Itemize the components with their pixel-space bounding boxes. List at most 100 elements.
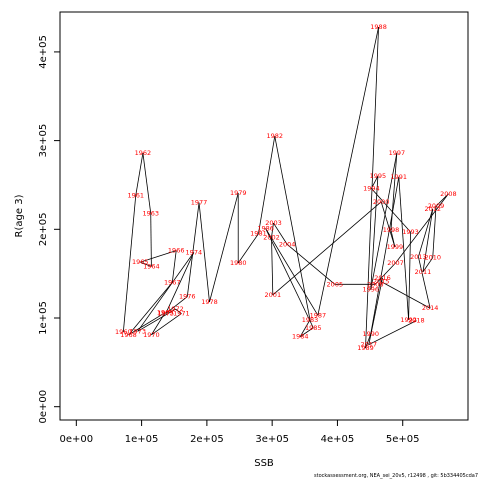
series-segment xyxy=(317,26,379,316)
year-label: 2014 xyxy=(422,304,439,312)
year-label: 1962 xyxy=(135,149,152,157)
series-segment xyxy=(422,208,434,272)
year-label: 2017 xyxy=(361,341,378,349)
series-segment xyxy=(365,333,372,349)
series-segment xyxy=(299,319,311,337)
series-segment xyxy=(368,320,417,345)
series-line xyxy=(122,26,449,349)
year-label: 1966 xyxy=(168,247,185,255)
series-segment xyxy=(371,175,379,189)
year-label: 2002 xyxy=(263,233,280,241)
year-label: 2010 xyxy=(424,254,441,262)
year-label: 1997 xyxy=(389,149,406,157)
series-segment xyxy=(408,231,411,320)
series-segment xyxy=(171,250,177,283)
x-tick-label: 4e+05 xyxy=(321,434,355,445)
y-tick-label: 4e+05 xyxy=(38,35,49,69)
footer-version-text: stockassessment.org, NEA_sei_20v5, r1249… xyxy=(314,473,478,479)
x-tick-label: 0e+00 xyxy=(60,434,94,445)
year-label: 1976 xyxy=(179,293,196,301)
year-label: 1994 xyxy=(363,185,380,193)
year-label: 1970 xyxy=(143,331,160,339)
series-segment xyxy=(271,237,274,295)
series-segment xyxy=(273,222,288,245)
series-segment xyxy=(390,152,398,231)
year-label: 1963 xyxy=(142,209,159,217)
x-axis-title: SSB xyxy=(254,458,274,469)
y-tick-label: 0e+00 xyxy=(38,390,49,424)
year-label: 2012 xyxy=(424,205,441,213)
year-label: 2004 xyxy=(279,240,296,248)
series-segment xyxy=(128,312,166,336)
year-label: 2003 xyxy=(265,219,282,227)
year-label: 1988 xyxy=(370,23,387,31)
year-label: 1978 xyxy=(201,298,218,306)
year-label: 1977 xyxy=(191,199,208,207)
year-label: 1999 xyxy=(387,243,404,251)
year-label: 1980 xyxy=(230,259,247,267)
series-segment xyxy=(137,308,176,332)
series-segment xyxy=(165,296,188,314)
series-segment xyxy=(198,202,210,303)
year-label: 2005 xyxy=(327,280,344,288)
series-segment xyxy=(370,176,400,335)
series-segment xyxy=(150,213,152,267)
y-tick-label: 3e+05 xyxy=(38,124,49,158)
y-tick-label: 1e+05 xyxy=(38,301,49,335)
year-label: 1961 xyxy=(127,192,144,200)
year-label: 1973 xyxy=(129,327,146,335)
year-label: 1971 xyxy=(173,310,190,318)
series-segment xyxy=(140,250,177,263)
year-label: 1987 xyxy=(310,311,327,319)
series-segment xyxy=(370,176,379,290)
year-label: 1981 xyxy=(250,230,267,238)
series-segment xyxy=(272,201,382,296)
year-label: 1967 xyxy=(164,279,181,287)
year-label: 2008 xyxy=(440,190,457,198)
year-label: 1960 xyxy=(115,328,132,336)
year-label: 1983 xyxy=(302,316,319,324)
series-segment xyxy=(135,152,144,196)
series-segment xyxy=(265,228,319,316)
x-axis: 0e+00 1e+05 2e+05 3e+05 4e+05 5e+05 xyxy=(60,419,420,445)
series-segment xyxy=(151,313,182,336)
series-segment xyxy=(271,223,274,238)
series-segment xyxy=(418,208,434,257)
year-label: 1985 xyxy=(305,324,322,332)
x-tick-label: 2e+05 xyxy=(190,434,224,445)
year-label: 1990 xyxy=(362,330,379,338)
series-segment xyxy=(258,136,276,234)
year-label: 1979 xyxy=(230,189,247,197)
year-label: 1982 xyxy=(266,132,283,140)
series-segment xyxy=(175,308,182,314)
series-segment xyxy=(137,252,195,332)
series-segment xyxy=(142,152,152,214)
year-label: 2015 xyxy=(373,278,390,286)
year-label: 1991 xyxy=(391,173,408,181)
series-segment xyxy=(209,192,239,303)
year-label: 1995 xyxy=(370,172,387,180)
series-segment xyxy=(140,261,152,267)
series-segment xyxy=(375,262,396,285)
year-label: 1993 xyxy=(402,228,419,236)
series-segment xyxy=(265,228,314,328)
series-segment xyxy=(274,136,311,320)
year-label: 1969 xyxy=(157,309,174,317)
year-label: 1986 xyxy=(257,224,274,232)
plot-frame xyxy=(59,11,469,421)
series-segment xyxy=(432,206,437,258)
series-segment xyxy=(435,193,449,207)
year-label: 1989 xyxy=(357,344,374,352)
year-label: 1965 xyxy=(132,258,149,266)
year-label: 1998 xyxy=(383,226,400,234)
year-label: 2007 xyxy=(387,259,404,267)
series-segment xyxy=(122,195,137,333)
series-segment xyxy=(380,281,431,309)
series-segment xyxy=(422,257,434,273)
year-label: 1975 xyxy=(157,310,174,318)
x-tick-label: 5e+05 xyxy=(386,434,420,445)
series-segment xyxy=(370,152,398,290)
year-label: 2016 xyxy=(374,274,391,282)
